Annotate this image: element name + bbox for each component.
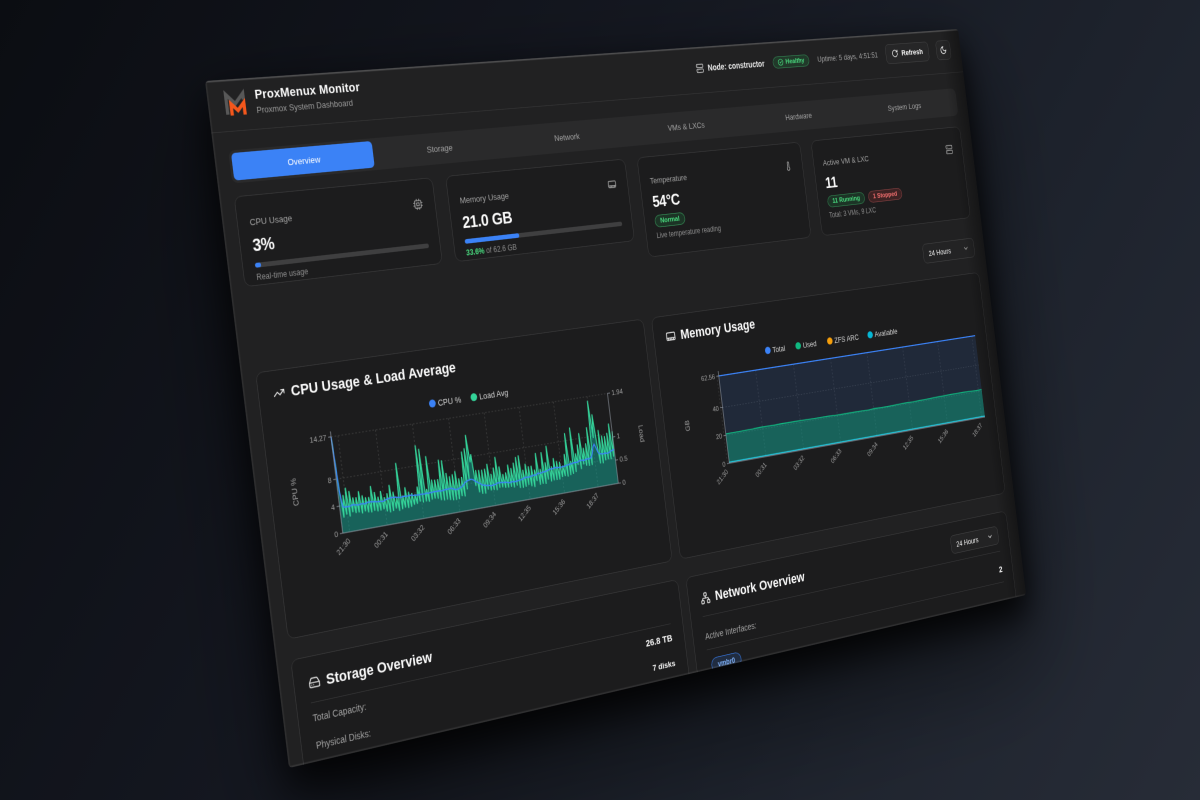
svg-text:00:31: 00:31 bbox=[373, 530, 390, 550]
svg-text:Total: Total bbox=[772, 343, 786, 354]
svg-text:00:31: 00:31 bbox=[754, 461, 768, 479]
svg-text:0: 0 bbox=[722, 460, 726, 469]
svg-text:0.5: 0.5 bbox=[619, 454, 628, 464]
svg-text:20: 20 bbox=[716, 432, 723, 441]
svg-text:12:35: 12:35 bbox=[517, 504, 533, 524]
svg-text:18:37: 18:37 bbox=[585, 491, 600, 510]
svg-text:09:34: 09:34 bbox=[866, 440, 879, 458]
svg-text:03:32: 03:32 bbox=[410, 523, 427, 543]
svg-text:21:30: 21:30 bbox=[715, 468, 729, 487]
svg-text:15:36: 15:36 bbox=[937, 428, 950, 445]
svg-text:03:32: 03:32 bbox=[792, 454, 806, 472]
svg-text:12:35: 12:35 bbox=[902, 434, 915, 452]
svg-text:CPU %: CPU % bbox=[288, 477, 300, 507]
svg-text:Load Avg: Load Avg bbox=[479, 387, 509, 401]
svg-text:06:33: 06:33 bbox=[829, 447, 842, 465]
svg-text:Load: Load bbox=[637, 424, 647, 443]
svg-text:14.27: 14.27 bbox=[309, 433, 327, 445]
svg-text:Used: Used bbox=[802, 339, 817, 350]
svg-text:Available: Available bbox=[874, 326, 898, 338]
svg-text:40: 40 bbox=[712, 404, 719, 413]
svg-text:8: 8 bbox=[327, 476, 332, 486]
svg-text:ZFS ARC: ZFS ARC bbox=[834, 332, 859, 345]
svg-text:4: 4 bbox=[331, 502, 336, 512]
svg-text:1.94: 1.94 bbox=[611, 387, 624, 397]
svg-text:06:33: 06:33 bbox=[446, 516, 462, 536]
svg-text:0: 0 bbox=[622, 478, 626, 487]
svg-text:CPU %: CPU % bbox=[437, 394, 462, 407]
svg-text:GB: GB bbox=[683, 419, 692, 432]
svg-text:09:34: 09:34 bbox=[482, 509, 498, 529]
svg-text:1: 1 bbox=[616, 432, 620, 441]
svg-text:0: 0 bbox=[334, 530, 339, 540]
svg-text:62.56: 62.56 bbox=[701, 373, 716, 383]
svg-text:21:30: 21:30 bbox=[335, 536, 352, 557]
svg-text:15:36: 15:36 bbox=[551, 497, 567, 516]
svg-text:18:37: 18:37 bbox=[971, 421, 983, 438]
